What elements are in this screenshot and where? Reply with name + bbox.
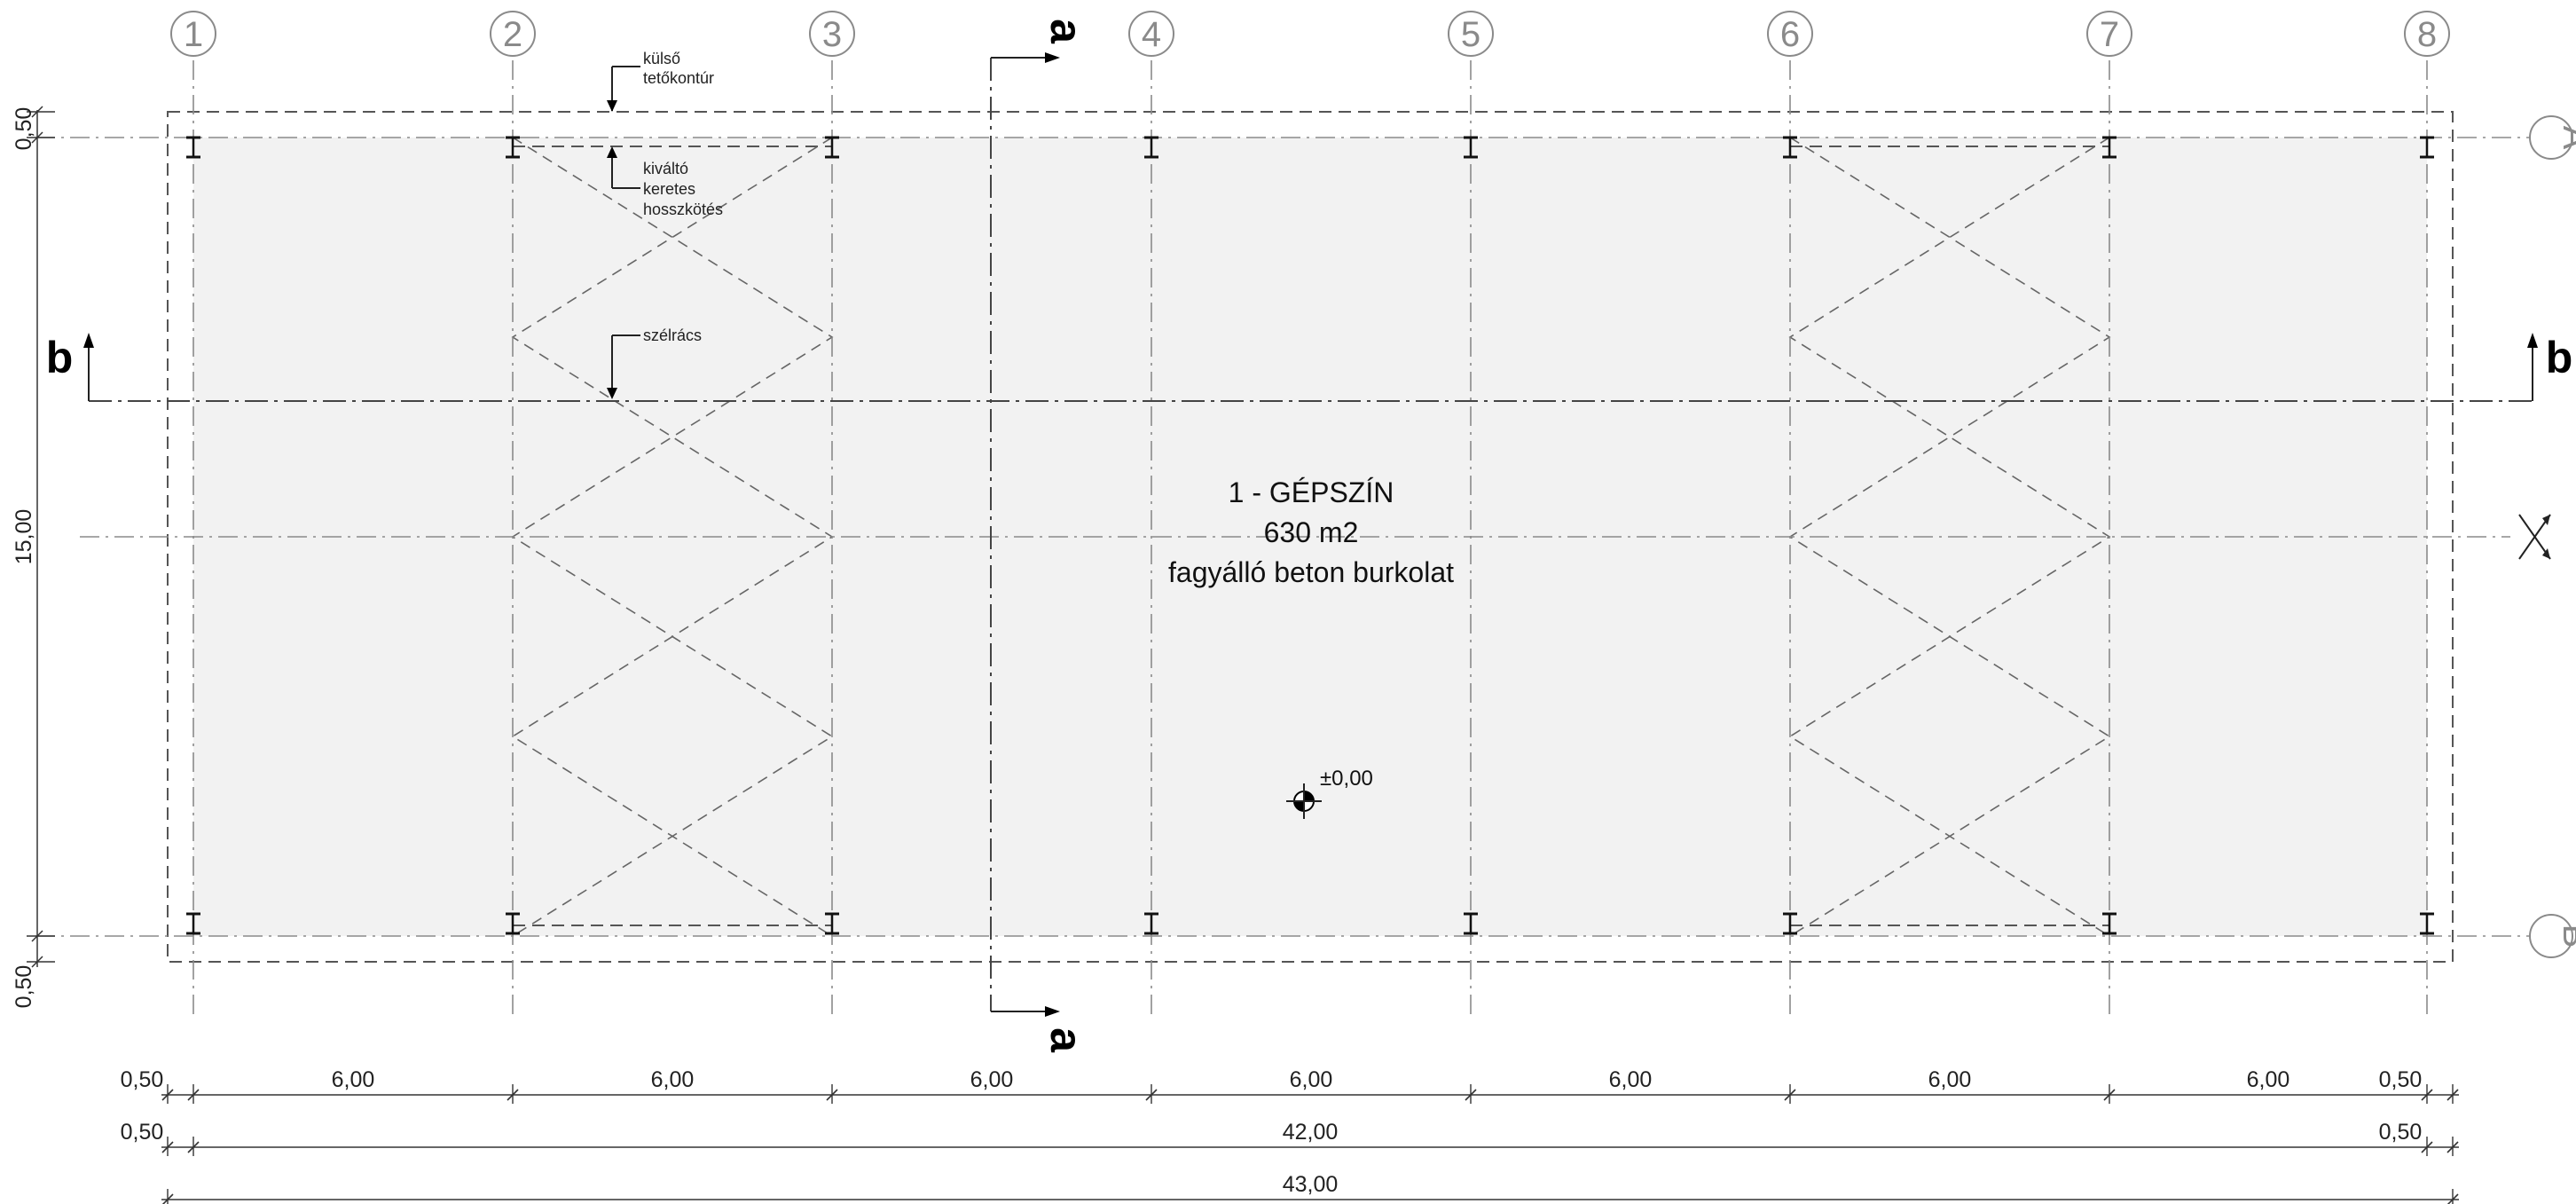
steel-column-icon [2102, 136, 2117, 159]
svg-text:B: B [2556, 925, 2576, 948]
svg-text:A: A [2556, 126, 2576, 150]
grid-bubble-3: 3 [809, 11, 855, 57]
left-dimensions: 0,50 15,00 0,50 [12, 106, 55, 1008]
steel-columns [186, 136, 2434, 935]
steel-column-icon [2420, 912, 2434, 935]
level-value: ±0,00 [1320, 767, 1373, 791]
section-arrow-icon [1045, 52, 1060, 63]
room-name: 1 - GÉPSZÍN [1229, 476, 1394, 508]
svg-text:6: 6 [1780, 15, 1800, 54]
grid-axes [35, 60, 2535, 1016]
dim-row1-6: 6,00 [1928, 1067, 1972, 1092]
level-marker-icon [1286, 783, 1322, 819]
steel-column-icon [2102, 912, 2117, 935]
svg-text:7: 7 [2100, 15, 2119, 54]
dim-row1-8: 0,50 [2379, 1067, 2423, 1092]
dim-row1-0: 0,50 [121, 1067, 164, 1092]
frame-bracing-lines [513, 146, 2109, 926]
dim-row2-0: 0,50 [121, 1120, 164, 1145]
dim-row3-total: 43,00 [1283, 1172, 1339, 1197]
steel-column-icon [825, 136, 839, 159]
section-arrow-icon [2527, 333, 2538, 348]
grid-bubble-A: A [2529, 115, 2576, 160]
svg-text:4: 4 [1142, 15, 1161, 54]
dimension-chain-2: 0,50 42,00 0,50 [121, 1120, 2459, 1156]
grid-bubble-2: 2 [490, 11, 536, 57]
steel-column-icon [1144, 912, 1158, 935]
dim-row2-2: 0,50 [2379, 1120, 2423, 1145]
grid-bubble-8: 8 [2404, 11, 2450, 57]
dimension-chain-1: 0,50 6,00 6,00 6,00 6,00 6,00 6,00 6,00 0,50 [121, 1067, 2459, 1104]
dim-left-middle: 15,00 [12, 509, 36, 565]
svg-text:hosszkötés: hosszkötés [643, 201, 723, 218]
dim-left-top: 0,50 [12, 107, 36, 151]
section-arrow-icon [83, 333, 94, 348]
dim-row1-3: 6,00 [970, 1067, 1014, 1092]
steel-column-icon [1144, 136, 1158, 159]
room-label: 1 - GÉPSZÍN 630 m2 fagyálló beton burkol… [1168, 476, 1454, 588]
steel-column-icon [1783, 136, 1797, 159]
steel-column-icon [1464, 136, 1478, 159]
dim-row1-4: 6,00 [1290, 1067, 1333, 1092]
grid-bubble-5: 5 [1448, 11, 1494, 57]
section-line-a: a a [990, 19, 1091, 1053]
dim-row1-2: 6,00 [651, 1067, 695, 1092]
column-grid-bubbles: 1 2 3 4 5 6 7 8 [170, 11, 2450, 57]
room-finish: fagyálló beton burkolat [1168, 556, 1454, 588]
dim-row2-1: 42,00 [1283, 1120, 1339, 1145]
bottom-dimension-chains: 0,50 6,00 6,00 6,00 6,00 6,00 6,00 6,00 0,500,50… [121, 1067, 2459, 1204]
svg-text:tetőkontúr: tetőkontúr [643, 69, 714, 87]
steel-column-icon [1464, 912, 1478, 935]
section-arrow-icon [1045, 1006, 1060, 1017]
svg-text:a: a [1041, 19, 1091, 44]
svg-text:2: 2 [503, 15, 522, 54]
grid-bubble-7: 7 [2086, 11, 2132, 57]
svg-text:3: 3 [822, 15, 842, 54]
svg-text:külső: külső [643, 50, 680, 67]
svg-text:b: b [46, 333, 74, 382]
section-line-b: b b [46, 333, 2573, 402]
grid-bubble-1: 1 [170, 11, 216, 57]
svg-text:8: 8 [2417, 15, 2437, 54]
svg-text:keretes: keretes [643, 180, 695, 198]
steel-column-icon [506, 136, 520, 159]
steel-column-icon [1783, 912, 1797, 935]
svg-text:b: b [2546, 333, 2573, 382]
svg-text:kiváltó: kiváltó [643, 160, 688, 177]
dimension-chain-3: 43,00 [161, 1172, 2459, 1204]
svg-text:a: a [1041, 1027, 1091, 1053]
dim-row1-1: 6,00 [332, 1067, 375, 1092]
note-outer-roof: külső tetőkontúr [607, 50, 714, 112]
north-arrow-icon [2518, 514, 2551, 560]
grid-bubble-B: B [2529, 914, 2576, 958]
dim-row1-7: 6,00 [2247, 1067, 2290, 1092]
row-grid-bubbles: A B [2529, 115, 2576, 958]
svg-text:1: 1 [184, 15, 203, 54]
steel-column-icon [2420, 136, 2434, 159]
grid-bubble-6: 6 [1767, 11, 1813, 57]
room-area: 630 m2 [1264, 516, 1359, 548]
steel-column-icon [825, 912, 839, 935]
svg-text:5: 5 [1461, 15, 1480, 54]
steel-column-icon [186, 136, 200, 159]
dim-left-bottom: 0,50 [12, 965, 36, 1009]
note-wind-bracing: szélrács [607, 327, 702, 399]
dim-row1-5: 6,00 [1609, 1067, 1653, 1092]
steel-column-icon [506, 912, 520, 935]
grid-bubble-4: 4 [1128, 11, 1174, 57]
steel-column-icon [186, 912, 200, 935]
svg-text:szélrács: szélrács [643, 327, 702, 344]
note-frame-bracing: kiváltó keretes hosszkötés [607, 146, 723, 218]
